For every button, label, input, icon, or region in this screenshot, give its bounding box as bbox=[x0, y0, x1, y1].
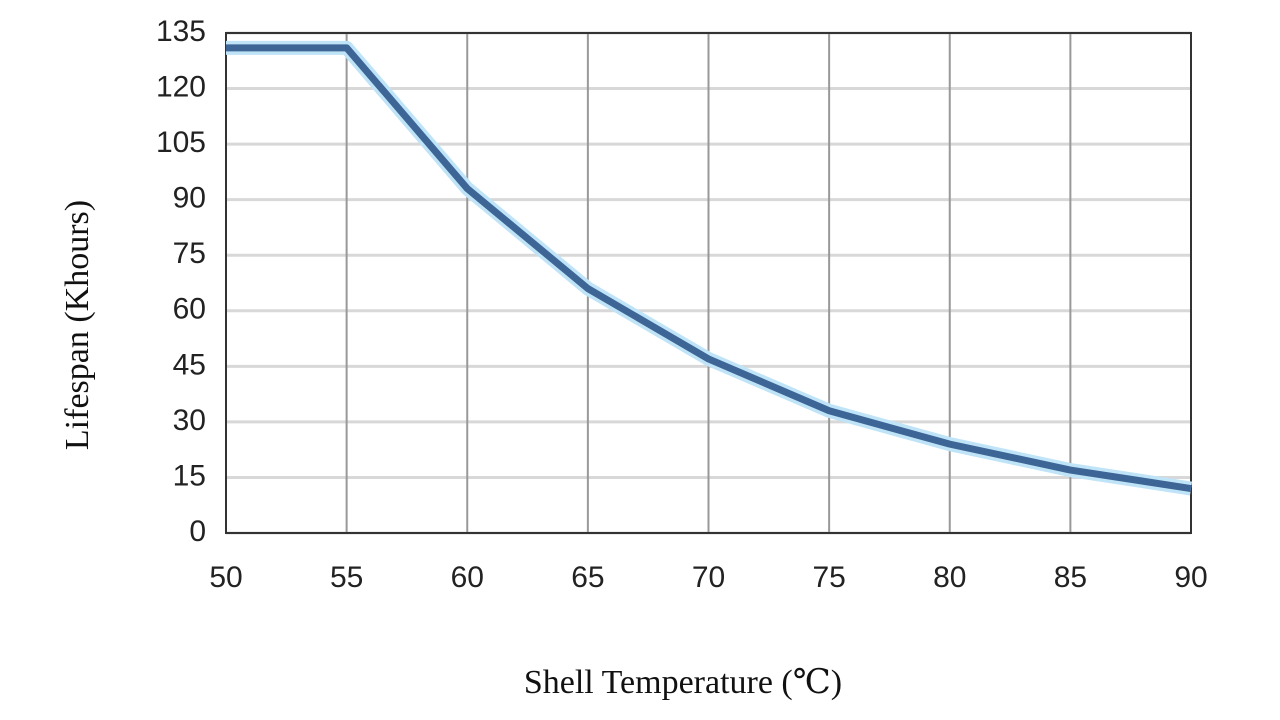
y-tick-label: 45 bbox=[173, 348, 206, 381]
line bbox=[226, 44, 1192, 493]
x-tick-label: 65 bbox=[571, 561, 604, 594]
y-tick-label: 30 bbox=[173, 404, 206, 437]
y-tick-label: 0 bbox=[189, 515, 206, 548]
y-tick-label: 135 bbox=[156, 15, 206, 48]
y-tick-label: 90 bbox=[173, 182, 206, 215]
x-tick-label: 85 bbox=[1054, 561, 1087, 594]
y-tick-label: 60 bbox=[173, 293, 206, 326]
x-tick-label: 90 bbox=[1174, 561, 1207, 594]
x-tick-label: 70 bbox=[692, 561, 725, 594]
x-tick-label: 55 bbox=[330, 561, 363, 594]
y-axis-label: Lifespan (Khours) bbox=[59, 200, 96, 450]
x-tick-label: 60 bbox=[451, 561, 484, 594]
x-tick-label: 80 bbox=[933, 561, 966, 594]
y-tick-label: 105 bbox=[156, 126, 206, 159]
x-tick-label: 75 bbox=[812, 561, 845, 594]
y-tick-label: 75 bbox=[173, 237, 206, 270]
plot-frame bbox=[225, 32, 1192, 534]
x-axis-label: Shell Temperature (℃) bbox=[524, 664, 842, 701]
y-tick-label: 120 bbox=[156, 70, 206, 103]
x-tick-label: 50 bbox=[209, 561, 242, 594]
y-tick-label: 15 bbox=[173, 459, 206, 492]
